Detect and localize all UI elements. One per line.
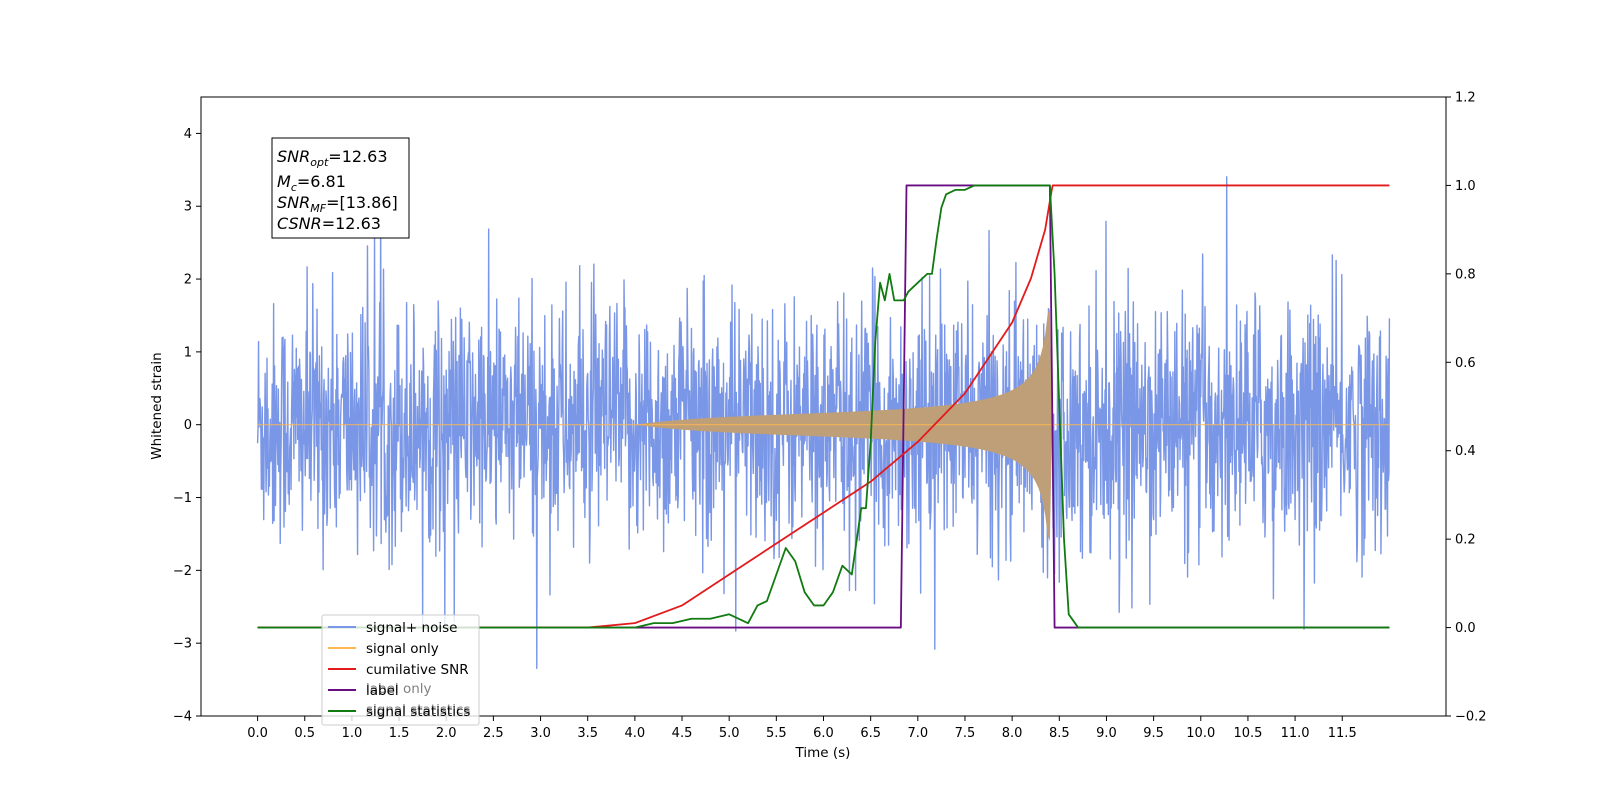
x-tick-label: 6.5 <box>860 726 881 741</box>
y-right-tick-label: 1.0 <box>1455 179 1476 194</box>
y-left-tick-label: 0 <box>184 418 192 433</box>
legend-label-signal: signal only <box>366 641 439 657</box>
y-right-tick-label: 0.2 <box>1455 533 1476 548</box>
y-axis-right: 1.2 1.0 0.8 0.6 0.4 0.2 0.0 −0.2 <box>1446 91 1487 725</box>
y-right-tick-label: 0.8 <box>1455 267 1476 282</box>
y-left-tick-label: 2 <box>184 273 192 288</box>
x-tick-label: 7.0 <box>907 726 928 741</box>
y-left-tick-label: 4 <box>184 127 192 142</box>
x-tick-label: 0.5 <box>294 726 315 741</box>
noise-series-line <box>256 176 1391 670</box>
x-tick-label: 6.0 <box>813 726 834 741</box>
y-axis-title: Whitened strain <box>149 352 165 459</box>
x-tick-label: 8.5 <box>1049 726 1070 741</box>
y-axis-left: 4 3 2 1 0 −1 −2 −3 −4 <box>173 127 201 725</box>
x-tick-label: 4.5 <box>672 726 693 741</box>
y-right-tick-label: 0.6 <box>1455 356 1476 371</box>
y-right-tick-label: 0.0 <box>1455 621 1476 636</box>
x-tick-label: 10.0 <box>1186 726 1215 741</box>
legend: label only signal statistics signal+ noi… <box>321 614 480 726</box>
legend-hidden-label: label only <box>366 681 432 697</box>
y-left-tick-label: −3 <box>173 637 192 652</box>
x-tick-label: 4.0 <box>625 726 646 741</box>
x-tick-label: 7.5 <box>955 726 976 741</box>
x-tick-label: 1.0 <box>342 726 363 741</box>
annotation-box: SNRopt=12.63 Mc=6.81 SNRMF=[13.86] CSNR=… <box>271 137 410 239</box>
legend-hidden-stats: signal statistics <box>366 702 470 718</box>
legend-label-noise: signal+ noise <box>366 620 457 636</box>
legend-label-label: label <box>366 683 399 699</box>
cumulative-snr-series-line <box>257 184 1390 629</box>
x-tick-label: 9.5 <box>1143 726 1164 741</box>
y-left-tick-label: −1 <box>173 491 192 506</box>
y-right-tick-label: 0.4 <box>1455 444 1476 459</box>
x-tick-label: 9.0 <box>1096 726 1117 741</box>
x-tick-label: 3.0 <box>530 726 551 741</box>
x-tick-label: 5.5 <box>766 726 787 741</box>
legend-label-snr: cumilative SNR <box>366 662 469 678</box>
x-tick-label: 2.0 <box>436 726 457 741</box>
y-left-tick-label: 3 <box>184 200 192 215</box>
y-left-tick-label: −4 <box>173 710 192 725</box>
x-tick-label: 11.0 <box>1281 726 1310 741</box>
x-tick-label: 3.5 <box>577 726 598 741</box>
x-tick-label: 11.5 <box>1328 726 1357 741</box>
annotation-csnr: CSNR=12.63 <box>277 214 381 233</box>
x-tick-label: 2.5 <box>483 726 504 741</box>
plot-area <box>256 176 1391 670</box>
x-axis-title: Time (s) <box>795 745 851 761</box>
x-tick-label: 0.0 <box>247 726 268 741</box>
y-left-tick-label: −2 <box>173 564 192 579</box>
x-tick-label: 1.5 <box>389 726 410 741</box>
annotation-mc: Mc=6.81 <box>277 172 346 194</box>
legend-label-stats: signal statistics <box>366 704 470 720</box>
annotation-snr-mf: SNRMF=[13.86] <box>277 193 398 215</box>
y-left-tick-label: 1 <box>184 345 192 360</box>
x-axis: 0.0 0.5 1.0 1.5 2.0 2.5 3.0 3.5 4.0 4.5 5.0 5.5 6.0 6… <box>247 716 1357 741</box>
annotation-snr-opt: SNRopt=12.63 <box>277 147 388 169</box>
x-tick-label: 5.0 <box>719 726 740 741</box>
y-right-tick-label: −0.2 <box>1455 710 1487 725</box>
signal-statistics-series-line <box>257 184 1390 629</box>
x-tick-label: 10.5 <box>1233 726 1262 741</box>
x-tick-label: 8.0 <box>1002 726 1023 741</box>
y-right-tick-label: 1.2 <box>1455 91 1476 106</box>
